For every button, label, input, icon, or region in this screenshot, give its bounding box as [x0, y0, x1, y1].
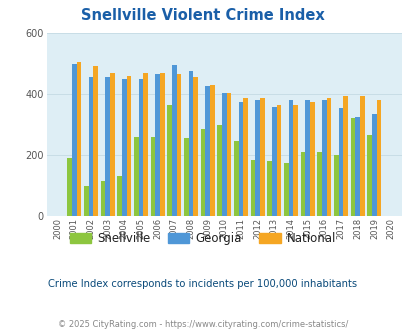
Bar [376, 100, 380, 216]
Bar [250, 160, 255, 216]
Bar [77, 62, 81, 216]
Bar [300, 152, 305, 216]
Bar [160, 73, 164, 216]
Bar [233, 141, 238, 216]
Bar [172, 65, 176, 216]
Bar [271, 107, 276, 216]
Bar [226, 92, 231, 216]
Text: Snellville Violent Crime Index: Snellville Violent Crime Index [81, 8, 324, 23]
Text: Crime Index corresponds to incidents per 100,000 inhabitants: Crime Index corresponds to incidents per… [48, 279, 357, 289]
Bar [100, 181, 105, 216]
Bar [72, 63, 77, 216]
Bar [150, 137, 155, 216]
Bar [305, 100, 309, 216]
Bar [222, 93, 226, 216]
Bar [117, 177, 121, 216]
Bar [122, 79, 126, 216]
Bar [321, 100, 326, 216]
Text: © 2025 CityRating.com - https://www.cityrating.com/crime-statistics/: © 2025 CityRating.com - https://www.city… [58, 320, 347, 329]
Bar [183, 138, 188, 216]
Bar [110, 73, 114, 216]
Bar [317, 152, 321, 216]
Bar [176, 74, 181, 216]
Bar [255, 100, 259, 216]
Bar [193, 77, 198, 216]
Bar [288, 100, 293, 216]
Bar [205, 86, 209, 216]
Bar [93, 66, 98, 216]
Bar [200, 129, 205, 216]
Bar [338, 108, 343, 216]
Bar [209, 85, 214, 216]
Bar [259, 98, 264, 216]
Bar [333, 155, 338, 216]
Bar [309, 102, 314, 216]
Bar [155, 74, 160, 216]
Bar [350, 118, 354, 216]
Bar [67, 158, 72, 216]
Bar [105, 77, 110, 216]
Bar [293, 105, 297, 216]
Bar [343, 96, 347, 216]
Bar [84, 185, 88, 216]
Bar [284, 163, 288, 216]
Bar [367, 135, 371, 216]
Bar [167, 105, 172, 216]
Legend: Snellville, Georgia, National: Snellville, Georgia, National [65, 227, 340, 250]
Bar [354, 117, 359, 216]
Bar [138, 79, 143, 216]
Bar [359, 96, 364, 216]
Bar [143, 73, 147, 216]
Bar [217, 124, 222, 216]
Bar [126, 76, 131, 216]
Bar [326, 98, 330, 216]
Bar [134, 137, 138, 216]
Bar [88, 77, 93, 216]
Bar [243, 98, 247, 216]
Bar [371, 114, 376, 216]
Bar [276, 105, 281, 216]
Bar [266, 161, 271, 216]
Bar [238, 102, 243, 216]
Bar [188, 71, 193, 216]
